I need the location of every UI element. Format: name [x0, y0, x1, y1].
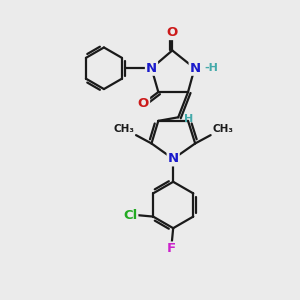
Text: O: O: [138, 97, 149, 110]
Text: F: F: [167, 242, 176, 256]
Text: O: O: [167, 26, 178, 39]
Text: N: N: [168, 152, 179, 165]
Text: N: N: [146, 62, 157, 75]
Text: N: N: [190, 62, 201, 75]
Text: Cl: Cl: [123, 208, 137, 222]
Text: CH₃: CH₃: [212, 124, 233, 134]
Text: -H: -H: [204, 63, 218, 73]
Text: CH₃: CH₃: [113, 124, 134, 134]
Text: H: H: [184, 114, 193, 124]
